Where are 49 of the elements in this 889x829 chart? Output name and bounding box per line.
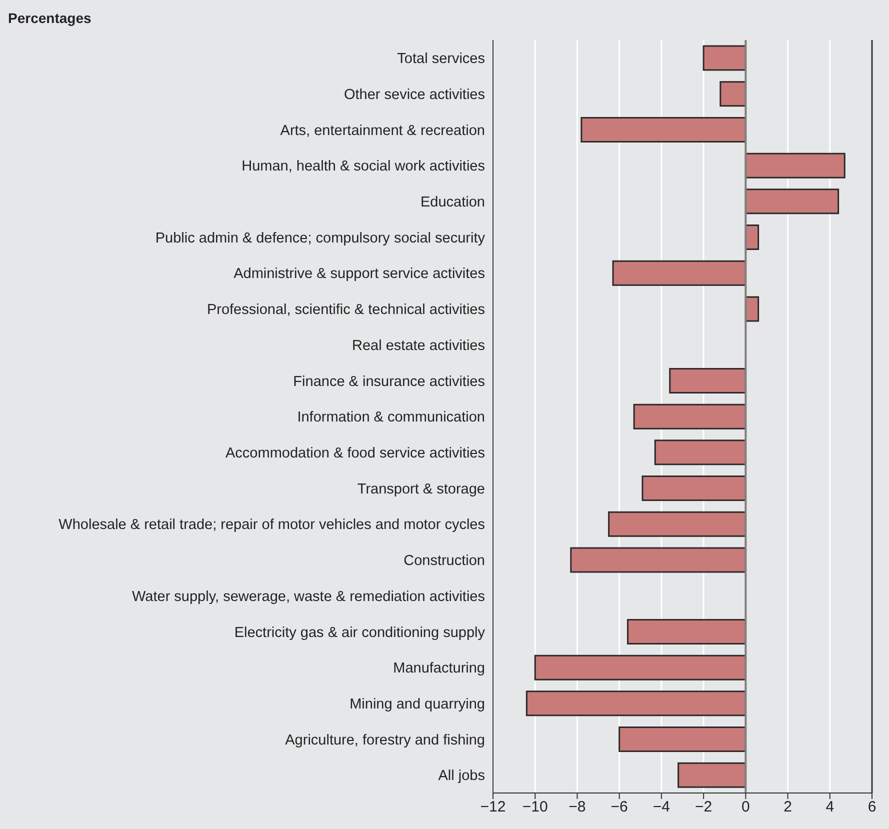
x-tick-label: −8 xyxy=(568,798,586,816)
bar xyxy=(612,260,746,286)
x-tick-label: 0 xyxy=(741,798,750,816)
bar xyxy=(580,116,746,142)
bar xyxy=(654,440,746,466)
bar xyxy=(720,81,746,107)
text: Percentages xyxy=(8,10,92,26)
bar xyxy=(526,690,746,716)
y-tick-label: Arts, entertainment & recreation xyxy=(280,122,485,139)
x-tick-label: −10 xyxy=(522,798,548,816)
y-tick-label: All jobs xyxy=(438,768,485,784)
y-tick-label: Administrive & support service activites xyxy=(234,266,485,282)
y-tick-label: Other sevice activities xyxy=(344,86,485,103)
x-tick-label: −4 xyxy=(652,798,670,816)
y-tick-label: Agriculture, forestry and fishing xyxy=(285,732,485,748)
y-tick-label: Construction xyxy=(404,553,485,570)
bar xyxy=(534,654,746,680)
bar xyxy=(744,188,840,214)
y-tick-label: Accommodation & food service activities xyxy=(226,446,485,462)
x-tick-label: −6 xyxy=(610,798,628,816)
x-tick-label: −2 xyxy=(695,798,712,816)
y-tick-label: Real estate activities xyxy=(352,338,485,354)
y-tick-label: Wholesale & retail trade; repair of motor vehicles and motor cycles xyxy=(58,517,485,534)
y-tick-label: Public admin & defence; compulsory social security xyxy=(155,230,486,246)
y-tick-label: Mining and quarrying xyxy=(350,696,485,713)
y-tick-label: Total services xyxy=(397,51,485,68)
bar xyxy=(744,152,846,178)
bar xyxy=(627,618,746,644)
bar xyxy=(608,511,746,537)
x-tick-label: 6 xyxy=(868,798,876,816)
y-tick-label: Information & communication xyxy=(297,410,485,426)
bar xyxy=(669,368,746,394)
x-tick-label: 4 xyxy=(826,798,834,816)
bar xyxy=(642,476,746,502)
y-tick-label: Transport & storage xyxy=(357,481,485,498)
x-tick-label: 2 xyxy=(784,798,792,816)
y-tick-label: Manufacturing xyxy=(393,660,485,677)
y-tick-label: Education xyxy=(420,194,485,211)
bar xyxy=(618,726,746,752)
bar xyxy=(678,762,746,788)
y-tick-label: Human, health & social work activities xyxy=(242,158,485,175)
y-tick-label: Finance & insurance activities xyxy=(293,374,485,390)
y-tick-label: Professional, scientific & technical activities xyxy=(206,302,485,318)
x-tick-label: −12 xyxy=(480,798,506,816)
y-tick-label: Water supply, sewerage, waste & remediation activities xyxy=(132,588,485,605)
bar xyxy=(702,45,746,71)
bar xyxy=(570,547,746,573)
bar xyxy=(633,404,746,430)
y-tick-label: Electricity gas & air conditioning supply xyxy=(234,624,486,641)
